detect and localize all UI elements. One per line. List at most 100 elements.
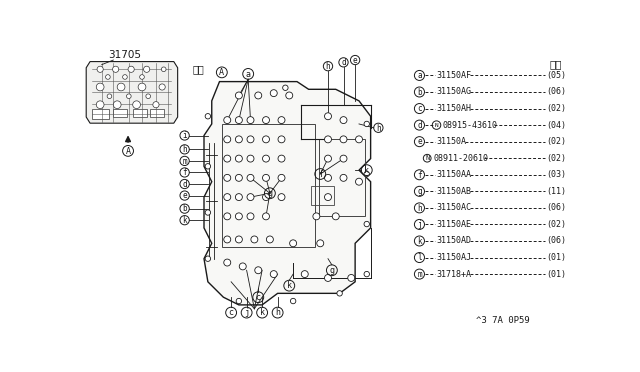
- Bar: [113, 109, 127, 117]
- Text: 31150AD: 31150AD: [436, 237, 472, 246]
- Circle shape: [255, 267, 262, 274]
- Circle shape: [236, 136, 243, 143]
- Text: ^3 7A 0P59: ^3 7A 0P59: [476, 316, 529, 325]
- Text: g: g: [330, 266, 334, 275]
- Circle shape: [224, 236, 231, 243]
- Text: 31150AH: 31150AH: [436, 104, 472, 113]
- Text: (03): (03): [547, 170, 566, 179]
- Circle shape: [270, 271, 277, 278]
- Circle shape: [324, 155, 332, 162]
- Text: (02): (02): [547, 104, 566, 113]
- Text: h: h: [275, 308, 280, 317]
- Text: m: m: [417, 270, 422, 279]
- Text: l: l: [417, 253, 422, 262]
- Text: e: e: [353, 56, 357, 65]
- Text: e: e: [417, 137, 422, 147]
- Circle shape: [224, 259, 231, 266]
- Text: 数量: 数量: [550, 60, 562, 70]
- Circle shape: [255, 92, 262, 99]
- Circle shape: [97, 66, 103, 73]
- Circle shape: [236, 213, 243, 220]
- Text: h: h: [182, 145, 187, 154]
- Circle shape: [113, 66, 119, 73]
- Circle shape: [236, 117, 243, 124]
- Circle shape: [364, 272, 369, 277]
- Circle shape: [324, 113, 332, 120]
- Circle shape: [224, 174, 231, 181]
- Text: (02): (02): [547, 220, 566, 229]
- Circle shape: [127, 94, 131, 99]
- Text: (11): (11): [547, 187, 566, 196]
- Circle shape: [278, 117, 285, 124]
- Text: 31150AB: 31150AB: [436, 187, 472, 196]
- Circle shape: [324, 174, 332, 181]
- Text: (05): (05): [547, 71, 566, 80]
- Text: k: k: [287, 281, 292, 291]
- Circle shape: [355, 178, 362, 185]
- Circle shape: [236, 155, 243, 162]
- Text: a: a: [246, 70, 251, 78]
- Circle shape: [205, 256, 211, 262]
- Text: d: d: [182, 180, 187, 189]
- Circle shape: [106, 75, 110, 79]
- Text: N: N: [435, 123, 438, 128]
- Circle shape: [278, 136, 285, 143]
- Bar: [150, 109, 164, 117]
- Circle shape: [128, 66, 134, 73]
- Circle shape: [332, 213, 339, 220]
- Circle shape: [205, 113, 211, 119]
- Bar: [311, 186, 334, 205]
- Text: g: g: [417, 187, 422, 196]
- Text: 矢視: 矢視: [193, 64, 204, 74]
- Circle shape: [317, 240, 324, 247]
- Circle shape: [270, 90, 277, 97]
- Circle shape: [290, 240, 296, 247]
- Circle shape: [251, 236, 258, 243]
- Text: g: g: [268, 189, 273, 198]
- Circle shape: [313, 213, 320, 220]
- Text: k: k: [260, 308, 264, 317]
- Text: 08911-20610: 08911-20610: [433, 154, 488, 163]
- Circle shape: [340, 155, 347, 162]
- Text: d: d: [341, 58, 346, 67]
- Circle shape: [247, 136, 254, 143]
- Circle shape: [364, 121, 369, 126]
- Text: a: a: [417, 71, 422, 80]
- Text: (04): (04): [547, 121, 566, 129]
- Circle shape: [278, 174, 285, 181]
- Circle shape: [262, 117, 269, 124]
- Text: h: h: [326, 62, 330, 71]
- Text: k: k: [182, 216, 187, 225]
- Circle shape: [117, 83, 125, 91]
- Circle shape: [301, 271, 308, 278]
- Text: 31150AG: 31150AG: [436, 87, 472, 96]
- Circle shape: [291, 298, 296, 304]
- Circle shape: [340, 136, 347, 143]
- Text: j: j: [417, 220, 422, 229]
- Text: (06): (06): [547, 87, 566, 96]
- Circle shape: [161, 67, 166, 71]
- Circle shape: [153, 102, 159, 108]
- Text: (02): (02): [547, 154, 566, 163]
- Polygon shape: [86, 62, 178, 123]
- Text: i: i: [182, 131, 187, 140]
- Polygon shape: [204, 81, 371, 305]
- Circle shape: [107, 94, 112, 99]
- Circle shape: [278, 155, 285, 162]
- Text: (06): (06): [547, 237, 566, 246]
- Text: h: h: [417, 203, 422, 213]
- Text: k: k: [364, 166, 369, 175]
- Circle shape: [286, 92, 292, 99]
- Circle shape: [262, 194, 269, 201]
- Circle shape: [236, 236, 243, 243]
- Text: (02): (02): [547, 137, 566, 146]
- Circle shape: [348, 275, 355, 281]
- Text: (01): (01): [547, 270, 566, 279]
- Circle shape: [205, 210, 211, 215]
- Circle shape: [236, 174, 243, 181]
- Circle shape: [143, 66, 150, 73]
- Circle shape: [247, 174, 254, 181]
- Circle shape: [364, 171, 369, 177]
- Text: f: f: [417, 170, 422, 180]
- Text: 31705: 31705: [108, 50, 141, 60]
